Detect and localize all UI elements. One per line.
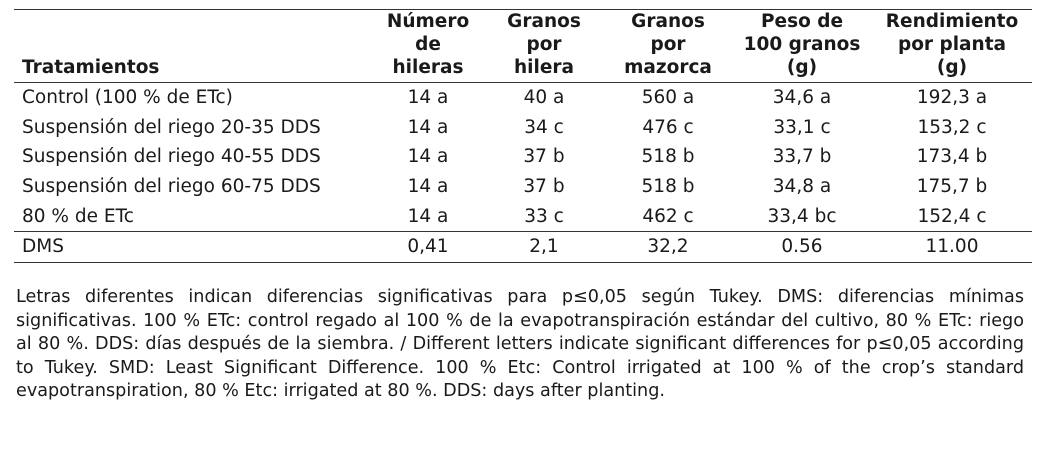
- value-cell: 14 a: [407, 205, 449, 227]
- table-row: Control (100 % de ETc) 14 a 40 a 560 a 3…: [14, 83, 1032, 113]
- value-cell: 37 b: [523, 176, 565, 198]
- treatment-cell: Suspensión del riego 20-35 DDS: [22, 116, 321, 138]
- value-cell: 476 c: [642, 116, 694, 138]
- dms-value: 32,2: [647, 236, 689, 258]
- header-rendimiento-por-planta: Rendimiento por planta (g): [885, 11, 1019, 78]
- dms-value: 2,1: [529, 236, 559, 258]
- header-granos-por-mazorca: Granos por mazorca: [624, 11, 712, 78]
- value-cell: 518 b: [641, 146, 695, 168]
- table-top-rule: [14, 9, 1032, 10]
- results-table: Tratamientos Número de hileras Granos po…: [14, 10, 1032, 263]
- value-cell: 34,8 a: [772, 176, 832, 198]
- table-footnote: Letras diferentes indican diferencias si…: [16, 287, 1024, 402]
- table-row: Suspensión del riego 20-35 DDS 14 a 34 c…: [14, 113, 1032, 143]
- value-cell: 518 b: [641, 176, 695, 198]
- header-peso-100-granos: Peso de 100 granos (g): [743, 11, 861, 78]
- value-cell: 153,2 c: [917, 116, 987, 138]
- value-cell: 173,4 b: [916, 146, 988, 168]
- value-cell: 175,7 b: [916, 176, 988, 198]
- dms-row: DMS 0,41 2,1 32,2 0.56 11.00: [14, 231, 1032, 263]
- header-granos-por-hilera: Granos por hilera: [507, 11, 581, 78]
- treatment-cell: Suspensión del riego 60-75 DDS: [22, 176, 321, 198]
- header-numero-de-hileras: Número de hileras: [386, 11, 470, 78]
- header-tratamientos: Tratamientos: [22, 57, 160, 78]
- dms-value: 0.56: [781, 236, 823, 258]
- value-cell: 34 c: [524, 116, 564, 138]
- value-cell: 33,1 c: [773, 116, 831, 138]
- treatment-cell: Control (100 % de ETc): [22, 87, 233, 109]
- header-row: Tratamientos Número de hileras Granos po…: [14, 10, 1032, 83]
- value-cell: 40 a: [523, 87, 565, 109]
- value-cell: 34,6 a: [772, 87, 832, 109]
- value-cell: 14 a: [407, 87, 449, 109]
- value-cell: 14 a: [407, 146, 449, 168]
- value-cell: 462 c: [642, 205, 694, 227]
- value-cell: 33,4 bc: [767, 205, 837, 227]
- dms-label: DMS: [22, 236, 64, 258]
- table-row: 80 % de ETc 14 a 33 c 462 c 33,4 bc 152,…: [14, 201, 1032, 231]
- value-cell: 192,3 a: [916, 87, 988, 109]
- value-cell: 14 a: [407, 176, 449, 198]
- value-cell: 33,7 b: [772, 146, 832, 168]
- value-cell: 152,4 c: [917, 205, 987, 227]
- table-row: Suspensión del riego 60-75 DDS 14 a 37 b…: [14, 172, 1032, 202]
- dms-value: 0,41: [407, 236, 449, 258]
- value-cell: 33 c: [524, 205, 564, 227]
- treatment-cell: 80 % de ETc: [22, 205, 134, 227]
- dms-value: 11.00: [925, 236, 979, 258]
- value-cell: 14 a: [407, 116, 449, 138]
- table-row: Suspensión del riego 40-55 DDS 14 a 37 b…: [14, 142, 1032, 172]
- value-cell: 560 a: [641, 87, 695, 109]
- value-cell: 37 b: [523, 146, 565, 168]
- treatment-cell: Suspensión del riego 40-55 DDS: [22, 146, 321, 168]
